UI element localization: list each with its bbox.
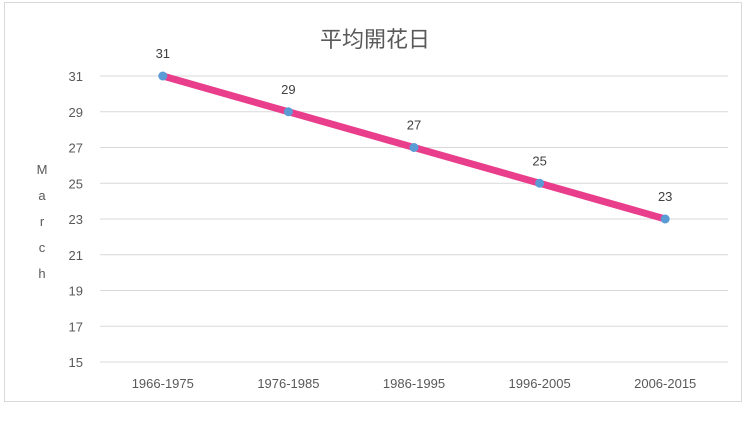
y-tick-label: 29 — [69, 105, 83, 120]
gridlines — [100, 75, 728, 363]
data-label: 29 — [281, 82, 295, 97]
chart-title: 平均開花日 — [320, 28, 430, 53]
data-label: 25 — [532, 153, 546, 168]
y-axis-ticks: 15 17 19 21 23 25 27 29 31 — [69, 69, 83, 370]
data-point — [660, 214, 670, 224]
y-axis-label-char: r — [40, 214, 45, 229]
y-tick-label: 23 — [69, 212, 83, 227]
y-axis-label-char: h — [38, 266, 45, 281]
x-tick-label: 2006-2015 — [634, 376, 696, 391]
chart-frame — [4, 2, 742, 402]
x-tick-label: 1966-1975 — [132, 376, 194, 391]
y-axis-label-char: M — [37, 162, 48, 177]
x-tick-label: 1996-2005 — [509, 376, 571, 391]
y-tick-label: 17 — [69, 319, 83, 334]
y-tick-label: 15 — [69, 355, 83, 370]
data-label: 31 — [156, 46, 170, 61]
y-tick-label: 25 — [69, 176, 83, 191]
data-label: 27 — [407, 118, 421, 133]
y-axis-label-char: c — [39, 240, 46, 255]
x-axis-ticks: 1966-1975 1976-1985 1986-1995 1996-2005 2006… — [132, 376, 697, 391]
y-tick-label: 31 — [69, 69, 83, 84]
data-point — [283, 107, 293, 117]
data-label: 23 — [658, 189, 672, 204]
x-tick-label: 1976-1985 — [257, 376, 319, 391]
data-labels: 31 29 27 25 23 — [156, 46, 673, 204]
y-tick-label: 27 — [69, 141, 83, 156]
data-point — [535, 178, 545, 188]
y-axis-label-char: a — [38, 188, 46, 203]
markers — [158, 71, 670, 224]
y-tick-label: 19 — [69, 284, 83, 299]
data-point — [158, 71, 168, 81]
x-tick-label: 1986-1995 — [383, 376, 445, 391]
y-tick-label: 21 — [69, 248, 83, 263]
data-point — [409, 143, 419, 152]
